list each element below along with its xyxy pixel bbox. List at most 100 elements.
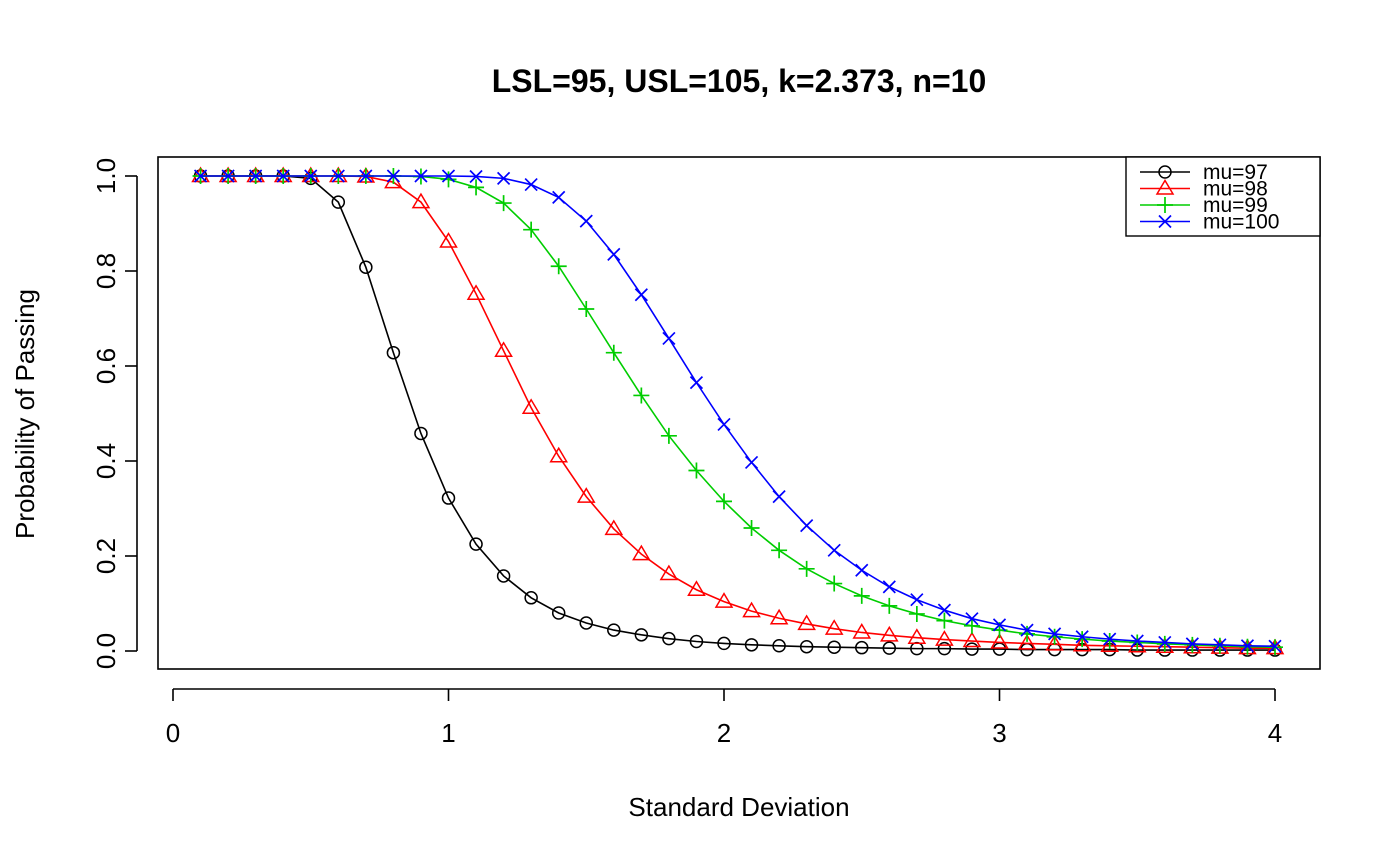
data-point: [965, 642, 979, 656]
data-point: [660, 427, 677, 444]
legend-label: mu=99: [1203, 194, 1268, 217]
data-point: [1103, 632, 1117, 646]
data-point: [714, 592, 734, 608]
data-point: [744, 455, 759, 470]
data-point: [576, 487, 596, 503]
data-point: [1017, 633, 1037, 650]
data-point: [441, 491, 456, 505]
data-point: [908, 605, 925, 622]
data-point: [1130, 634, 1144, 648]
data-point: [965, 612, 979, 626]
data-point: [1156, 635, 1173, 652]
data-point: [963, 617, 980, 634]
data-point: [772, 490, 786, 504]
data-point: [604, 519, 624, 536]
data-point: [769, 608, 789, 625]
y-axis: 0.0 0.2 0.4 0.6 0.8 1.0: [91, 158, 138, 669]
data-point: [552, 190, 566, 204]
data-point: [689, 376, 704, 390]
data-point: [1046, 628, 1063, 645]
data-point: [824, 619, 844, 635]
data-point: [276, 169, 290, 183]
data-point: [386, 169, 401, 183]
data-point: [549, 446, 569, 463]
data-point: [523, 221, 540, 238]
data-point: [1158, 635, 1172, 650]
data-point: [468, 179, 485, 196]
data-point: [1100, 636, 1120, 653]
data-point: [496, 569, 511, 583]
data-point: [550, 258, 567, 275]
data-point: [633, 387, 650, 404]
y-tick-label: 0.4: [91, 443, 121, 479]
data-point: [853, 587, 870, 604]
data-point: [634, 288, 648, 302]
x-tick-label: 1: [441, 718, 455, 748]
data-point: [771, 542, 788, 559]
y-tick-label: 0.0: [91, 633, 121, 669]
legend-label: mu=100: [1203, 211, 1279, 234]
data-point: [634, 628, 649, 642]
series-mu-98: [191, 166, 1285, 655]
data-point: [826, 575, 843, 592]
data-point: [937, 641, 952, 656]
data-point: [1240, 639, 1255, 653]
data-point: [495, 195, 512, 212]
data-point: [607, 623, 621, 637]
data-point: [688, 462, 705, 479]
data-point: [1020, 623, 1034, 637]
data-point: [1158, 165, 1172, 179]
data-point: [689, 634, 704, 649]
data-point: [1158, 214, 1172, 229]
data-point: [632, 544, 651, 561]
data-point: [1268, 639, 1282, 653]
data-point: [936, 612, 953, 629]
data-point: [717, 417, 731, 432]
chart-title: LSL=95, USL=105, k=2.373, n=10: [492, 63, 987, 99]
data-point: [990, 632, 1009, 649]
data-point: [1075, 630, 1089, 644]
data-point: [1213, 638, 1227, 652]
data-point: [799, 639, 814, 654]
series-line: [200, 175, 1275, 649]
data-point: [907, 628, 927, 644]
data-point: [1185, 637, 1199, 651]
data-point: [662, 331, 676, 346]
data-point: [386, 345, 401, 360]
data-point: [304, 169, 318, 183]
data-point: [439, 232, 458, 248]
data-point: [937, 603, 952, 617]
data-point: [331, 169, 345, 183]
data-point: [882, 580, 896, 594]
data-point: [855, 563, 869, 577]
data-point: [359, 169, 373, 183]
legend-item: mu=99: [1140, 194, 1268, 217]
data-point: [962, 631, 982, 648]
data-point: [827, 640, 841, 654]
data-point: [852, 623, 872, 639]
legend-item: mu=98: [1140, 178, 1268, 201]
data-point: [827, 543, 841, 557]
data-point: [469, 169, 483, 184]
x-axis-label: Standard Deviation: [628, 792, 849, 822]
data-point: [551, 606, 566, 620]
data-point: [359, 260, 373, 274]
data-point: [879, 625, 899, 642]
data-point: [524, 177, 538, 192]
y-tick-label: 0.8: [91, 253, 121, 289]
data-point: [687, 580, 706, 596]
data-point: [466, 284, 486, 301]
y-tick-label: 0.2: [91, 538, 121, 574]
data-point: [1157, 197, 1173, 213]
data-point: [935, 630, 954, 646]
data-point: [249, 169, 263, 183]
y-axis-label: Probability of Passing: [10, 289, 40, 539]
series-line: [200, 175, 1276, 648]
data-point: [414, 169, 428, 183]
x-tick-label: 4: [1268, 718, 1282, 748]
data-point: [411, 192, 431, 209]
data-point: [882, 641, 897, 655]
data-point: [578, 301, 595, 317]
